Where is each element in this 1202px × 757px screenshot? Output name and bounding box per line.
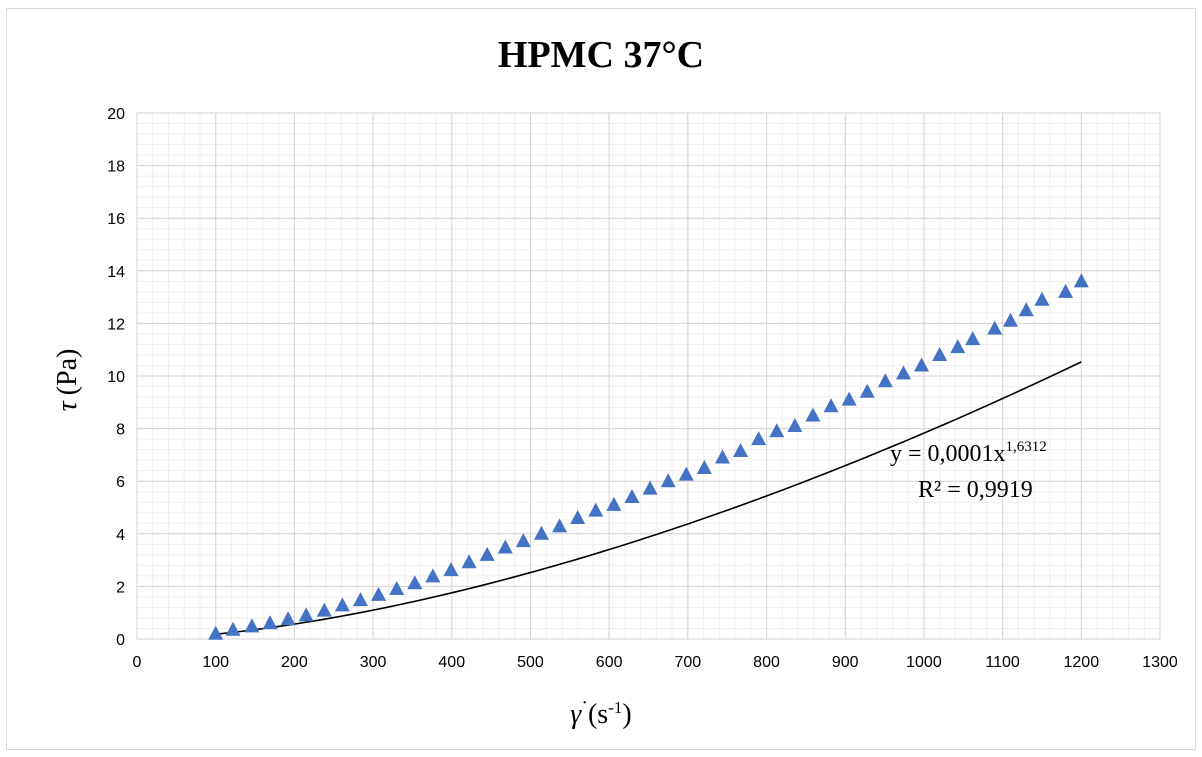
data-point [660,473,676,488]
x-tick-label: 300 [360,654,387,671]
data-point [316,602,332,617]
data-point [570,510,586,525]
data-point [552,518,568,533]
x-axis-label: γ·(s-1) [570,692,631,730]
equation-base: y = 0,0001x [890,441,1006,467]
x-axis-unit-exp: -1 [608,698,622,717]
data-point [497,539,513,554]
data-point [1002,312,1018,327]
data-point [787,417,803,432]
data-point [352,592,368,607]
y-axis-unit: (Pa) [52,349,83,396]
y-axis-label: τ (Pa) [52,349,83,412]
data-point [606,496,622,511]
x-axis-symbol: γ [570,699,582,730]
x-tick-label: 700 [674,654,701,671]
y-tick-label: 10 [107,369,125,386]
data-point [262,615,278,630]
x-tick-label: 900 [832,654,859,671]
data-point [244,618,260,633]
x-tick-label: 1200 [1064,654,1100,671]
data-points [208,273,1089,640]
x-tick-label: 1300 [1142,654,1178,671]
data-point [1034,291,1050,306]
y-tick-label: 20 [107,106,125,123]
data-point [965,331,981,346]
data-point [841,391,857,406]
x-tick-label: 1100 [985,654,1020,671]
data-point [425,568,441,583]
data-point [443,562,459,577]
x-tick-label: 200 [281,654,308,671]
y-axis-symbol: τ [52,400,83,411]
data-point [696,460,712,475]
data-point [805,407,821,422]
data-point [877,373,893,388]
data-point [389,581,405,596]
x-tick-label: 800 [753,654,780,671]
x-axis-unit-open: (s [588,699,608,730]
data-point [1073,273,1089,288]
data-point [371,586,387,601]
data-point [1058,283,1074,298]
y-tick-label: 2 [116,579,125,596]
data-point [624,488,640,503]
data-point [751,431,767,446]
data-point [588,502,604,517]
x-tick-label: 100 [202,654,229,671]
grid [136,112,1161,640]
trendline-equation: y = 0,0001x1,6312 [890,439,1047,467]
tick-labels: 0 100 200 300 400 500 600 700 800 900 1000 1100 1200… [107,106,1178,671]
chart-title: HPMC 37°C [498,34,704,76]
data-point [225,621,241,636]
data-point [987,320,1003,335]
x-axis-dot: · [581,692,588,714]
y-tick-label: 8 [116,422,125,439]
y-tick-label: 18 [107,159,125,176]
y-tick-label: 6 [116,474,125,491]
r-squared: R² = 0,9919 [918,477,1033,503]
equation-exponent: 1,6312 [1006,439,1047,455]
data-point [932,346,948,361]
y-tick-label: 14 [107,264,125,281]
chart-frame [6,8,1196,750]
x-tick-label: 500 [517,654,544,671]
data-point [859,383,875,398]
data-point [298,607,314,622]
data-point [914,357,930,372]
data-point [461,554,477,569]
x-axis-unit-close: ) [622,699,631,730]
data-point [334,597,350,612]
data-point [533,525,549,540]
data-point [950,339,966,354]
data-point [1018,302,1034,317]
data-point [733,442,749,457]
data-point [515,533,531,548]
data-point [769,423,785,438]
data-point [642,480,658,495]
data-point [280,611,296,626]
data-point [714,449,730,464]
y-tick-label: 12 [107,316,125,333]
power-trendline [215,361,1082,635]
data-point [823,398,839,413]
data-point [479,546,495,561]
data-point [208,625,224,640]
data-point [678,466,694,481]
y-tick-label: 16 [107,211,125,228]
data-point [895,365,911,380]
x-tick-label: 1000 [906,654,942,671]
x-tick-label: 400 [438,654,465,671]
y-tick-label: 4 [116,527,125,544]
y-tick-label: 0 [116,632,125,649]
x-tick-label: 0 [133,654,142,671]
x-tick-label: 600 [596,654,623,671]
data-point [407,575,423,590]
